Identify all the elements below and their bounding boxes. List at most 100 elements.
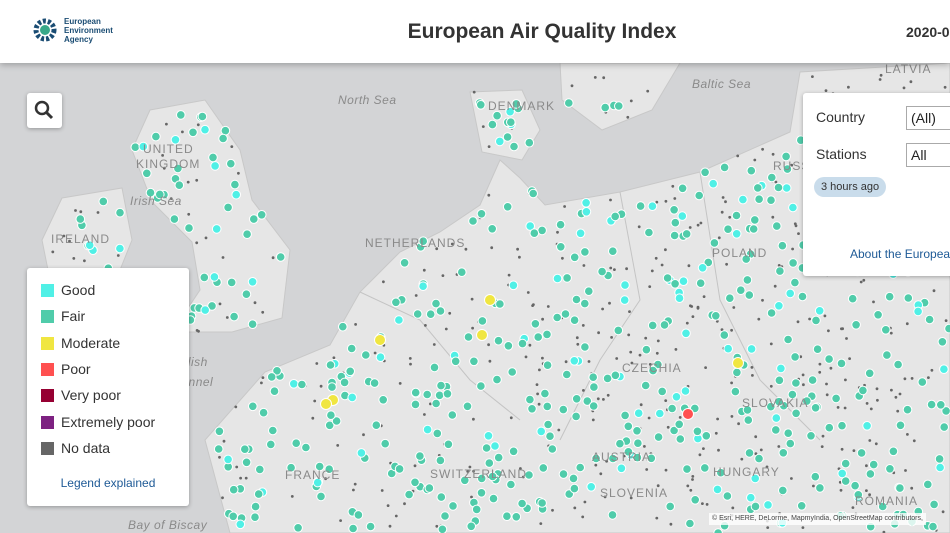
station[interactable] (719, 330, 730, 340)
station[interactable] (742, 275, 753, 285)
no-data-station[interactable] (626, 115, 630, 119)
station[interactable] (184, 223, 194, 233)
about-link[interactable]: About the European (850, 247, 950, 261)
no-data-station[interactable] (629, 99, 633, 103)
station[interactable] (659, 320, 670, 330)
no-data-station[interactable] (678, 416, 682, 419)
no-data-station[interactable] (609, 198, 612, 202)
station[interactable] (580, 247, 590, 257)
station[interactable] (902, 404, 913, 415)
no-data-station[interactable] (889, 331, 893, 335)
station[interactable] (785, 438, 796, 449)
no-data-station[interactable] (799, 355, 803, 359)
station[interactable] (682, 464, 692, 474)
station[interactable] (586, 482, 597, 492)
station[interactable] (462, 401, 473, 412)
no-data-station[interactable] (869, 407, 873, 411)
no-data-station[interactable] (808, 317, 811, 321)
no-data-station[interactable] (470, 297, 474, 301)
station[interactable] (665, 501, 676, 512)
station[interactable] (888, 446, 899, 457)
no-data-station[interactable] (435, 247, 439, 251)
station[interactable] (374, 334, 386, 346)
station[interactable] (200, 124, 210, 135)
no-data-station[interactable] (83, 259, 86, 263)
station[interactable] (375, 352, 386, 363)
no-data-station[interactable] (541, 356, 544, 360)
station[interactable] (731, 229, 742, 239)
station[interactable] (495, 136, 505, 147)
no-data-station[interactable] (777, 264, 781, 267)
station[interactable] (797, 291, 808, 302)
station[interactable] (616, 463, 627, 474)
no-data-station[interactable] (717, 236, 721, 240)
station[interactable] (220, 125, 231, 136)
no-data-station[interactable] (413, 464, 417, 468)
station[interactable] (730, 386, 741, 397)
station[interactable] (723, 224, 733, 234)
station[interactable] (776, 363, 786, 374)
no-data-station[interactable] (818, 370, 822, 374)
no-data-station[interactable] (563, 205, 566, 208)
station[interactable] (210, 161, 220, 171)
station[interactable] (476, 329, 488, 341)
no-data-station[interactable] (773, 284, 777, 288)
no-data-station[interactable] (541, 317, 544, 321)
no-data-station[interactable] (801, 526, 805, 529)
station[interactable] (552, 312, 563, 323)
no-data-station[interactable] (582, 389, 585, 392)
no-data-station[interactable] (481, 125, 485, 128)
station[interactable] (741, 254, 752, 264)
station[interactable] (348, 523, 358, 533)
no-data-station[interactable] (608, 301, 611, 305)
no-data-station[interactable] (181, 130, 184, 134)
no-data-station[interactable] (825, 393, 829, 397)
station[interactable] (378, 395, 389, 405)
no-data-station[interactable] (464, 247, 468, 251)
no-data-station[interactable] (720, 210, 724, 214)
station[interactable] (791, 408, 801, 419)
no-data-station[interactable] (664, 248, 667, 252)
no-data-station[interactable] (629, 496, 633, 500)
station[interactable] (750, 501, 761, 512)
station[interactable] (895, 483, 905, 493)
station[interactable] (527, 404, 537, 414)
no-data-station[interactable] (637, 225, 641, 229)
no-data-station[interactable] (519, 467, 522, 470)
no-data-station[interactable] (851, 506, 855, 509)
station[interactable] (678, 276, 689, 287)
station[interactable] (620, 410, 630, 421)
station[interactable] (681, 229, 692, 239)
station[interactable] (722, 491, 733, 501)
no-data-station[interactable] (187, 212, 191, 216)
no-data-station[interactable] (537, 402, 541, 406)
legend-link[interactable]: Legend explained (60, 476, 156, 490)
no-data-station[interactable] (906, 433, 909, 436)
station[interactable] (495, 299, 505, 309)
station[interactable] (269, 386, 280, 397)
no-data-station[interactable] (570, 84, 574, 88)
station[interactable] (615, 438, 625, 449)
station[interactable] (581, 198, 591, 208)
station[interactable] (674, 419, 685, 430)
station[interactable] (647, 201, 658, 211)
no-data-station[interactable] (432, 343, 436, 346)
no-data-station[interactable] (647, 416, 651, 420)
no-data-station[interactable] (656, 484, 660, 488)
station[interactable] (208, 152, 218, 163)
no-data-station[interactable] (865, 402, 869, 405)
no-data-station[interactable] (551, 508, 554, 512)
no-data-station[interactable] (596, 397, 600, 401)
no-data-station[interactable] (865, 464, 868, 468)
station[interactable] (862, 421, 872, 431)
station[interactable] (538, 463, 549, 473)
station[interactable] (418, 281, 428, 292)
station[interactable] (293, 523, 303, 533)
station[interactable] (487, 119, 498, 130)
no-data-station[interactable] (594, 463, 598, 467)
station[interactable] (436, 492, 447, 502)
no-data-station[interactable] (225, 316, 229, 319)
station[interactable] (571, 394, 582, 404)
no-data-station[interactable] (448, 311, 452, 315)
no-data-station[interactable] (68, 239, 71, 243)
